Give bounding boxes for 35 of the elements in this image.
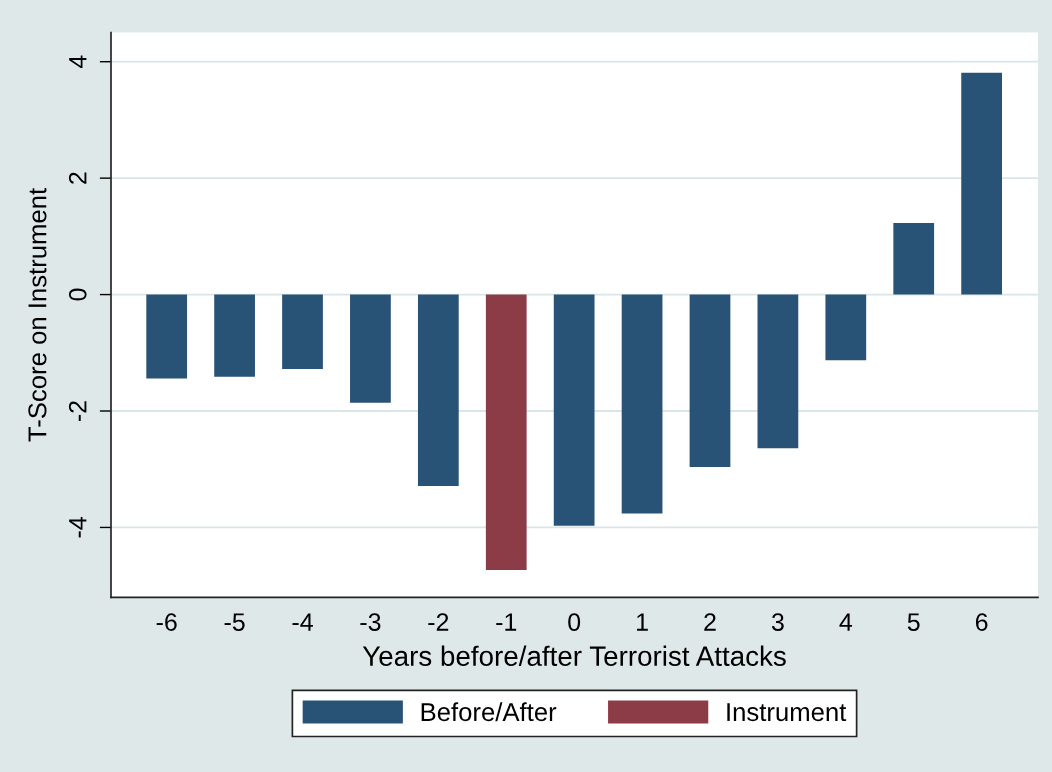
x-tick-label: -3 xyxy=(360,613,381,631)
x-tick-label: -2 xyxy=(428,613,449,631)
bar xyxy=(214,294,255,377)
y-tick-label: 4 xyxy=(69,55,87,69)
bar xyxy=(621,294,663,514)
x-tick-label: 3 xyxy=(771,613,784,631)
x-tick-label: 4 xyxy=(839,613,853,631)
bar xyxy=(553,294,595,526)
x-tick-label: -1 xyxy=(496,613,517,631)
y-tick-label: -4 xyxy=(69,517,87,538)
bar xyxy=(417,294,459,487)
bar xyxy=(146,294,188,379)
bar xyxy=(893,222,935,295)
bar xyxy=(350,294,391,403)
y-tick-label: 0 xyxy=(68,288,87,301)
x-axis-title: Years before/after Terrorist Attacks xyxy=(362,645,786,667)
x-tick-label: 2 xyxy=(704,613,716,631)
x-tick-label: -5 xyxy=(224,613,245,631)
bar xyxy=(757,294,799,449)
x-tick-label: -6 xyxy=(156,613,177,631)
legend-label: Instrument xyxy=(727,703,847,722)
x-tick-label: 5 xyxy=(907,613,920,631)
bar xyxy=(961,72,1003,295)
bar xyxy=(689,294,731,467)
legend-label: Before/After xyxy=(421,702,557,722)
x-tick-label: -4 xyxy=(292,613,313,631)
x-tick-label: 6 xyxy=(975,613,988,631)
y-tick-label: 2 xyxy=(68,172,87,184)
bar xyxy=(825,294,867,361)
x-tick-label: 1 xyxy=(637,613,648,631)
bar xyxy=(485,294,527,570)
x-tick-label: 0 xyxy=(568,613,581,631)
y-axis-title: T-Score on Instrument xyxy=(28,188,47,442)
y-tick-label: -2 xyxy=(68,401,87,422)
bar xyxy=(282,294,323,370)
